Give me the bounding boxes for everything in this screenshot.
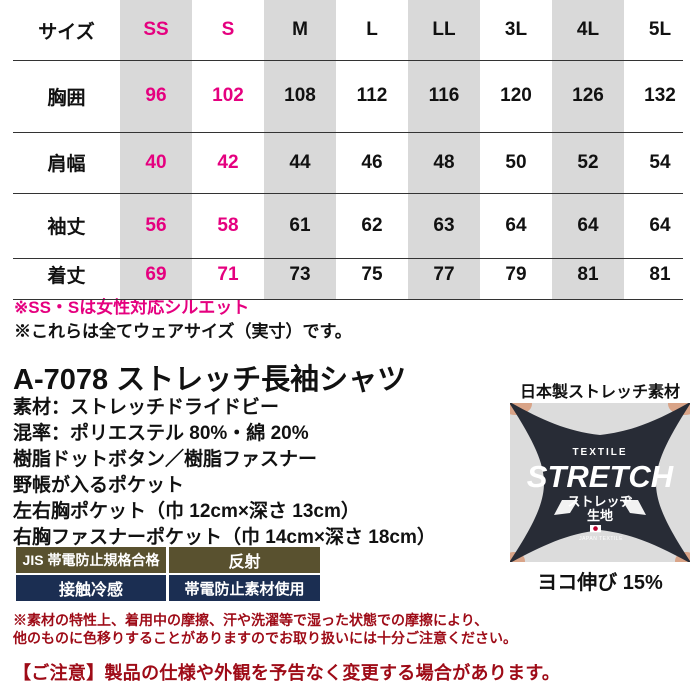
svg-text:STRETCH: STRETCH — [527, 459, 674, 494]
svg-text:生地: 生地 — [587, 508, 613, 523]
svg-text:TEXTILE: TEXTILE — [572, 447, 627, 458]
svg-text:ストレッヂ: ストレッヂ — [567, 494, 632, 509]
svg-text:JAPAN TEXTILE: JAPAN TEXTILE — [579, 536, 623, 542]
